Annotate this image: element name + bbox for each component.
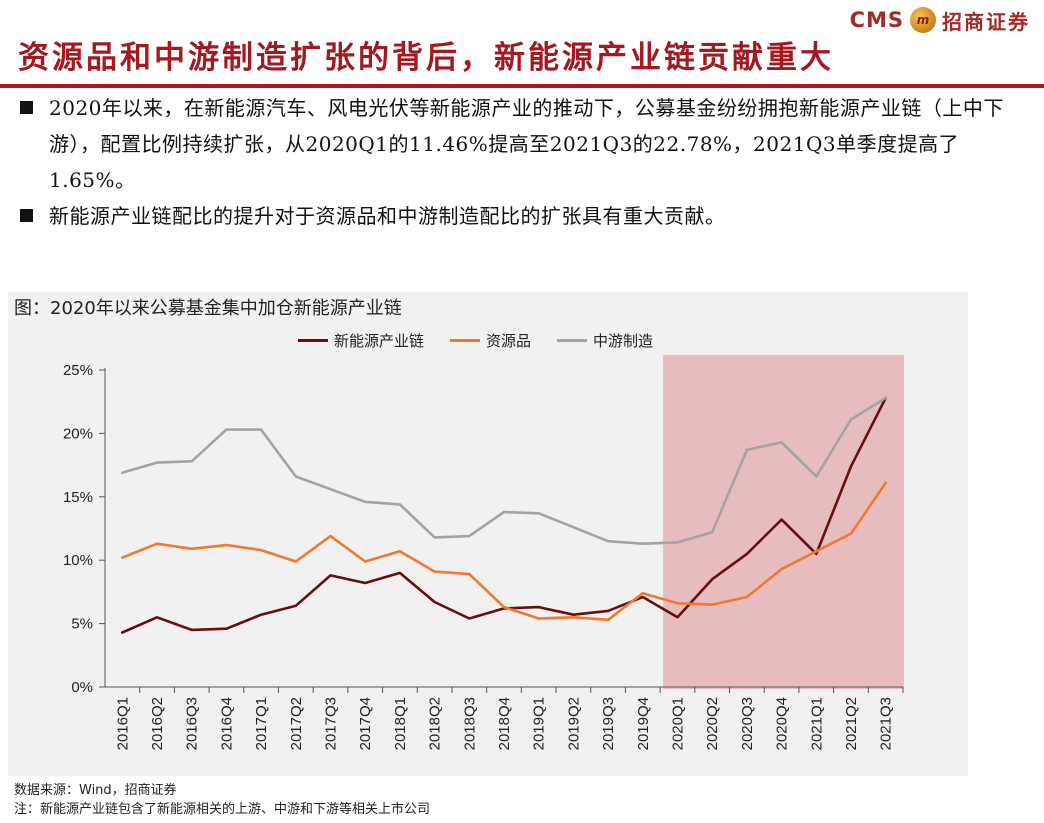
legend-swatch xyxy=(298,339,328,342)
x-tick-label: 2017Q1 xyxy=(253,697,270,750)
x-tick-label: 2021Q2 xyxy=(843,697,860,750)
bullet-square-icon xyxy=(20,101,33,114)
x-tick-label: 2016Q2 xyxy=(149,697,166,750)
chart-title: 图：2020年以来公募基金集中加仓新能源产业链 xyxy=(14,298,402,319)
x-tick-label: 2019Q4 xyxy=(635,697,652,750)
line-chart: 0% 5% 10% 15% 20% 25% 2016Q1 2016Q2 2016Q3 2016Q4… xyxy=(63,355,904,750)
legend-swatch xyxy=(450,339,481,342)
data-source: 数据来源：Wind，招商证券 xyxy=(14,783,177,798)
x-tick-label: 2017Q2 xyxy=(288,697,305,750)
brand-cms-text: CMS xyxy=(849,8,904,32)
x-tick-label: 2021Q1 xyxy=(808,697,825,750)
x-tick-label: 2020Q4 xyxy=(774,697,791,750)
x-tick-label: 2019Q3 xyxy=(600,697,617,750)
legend-swatch xyxy=(557,339,588,342)
x-tick-label: 2016Q1 xyxy=(114,697,131,750)
x-tick-label: 2018Q4 xyxy=(496,697,513,750)
bullet-text: 新能源产业链配比的提升对于资源品和中游制造配比的扩张具有重大贡献。 xyxy=(49,204,726,228)
x-tick-label: 2019Q1 xyxy=(531,697,548,750)
y-tick-label: 0% xyxy=(71,679,93,696)
footnote: 注：新能源产业链包含了新能源相关的上游、中游和下游等相关上市公司 xyxy=(14,802,431,817)
x-tick-label: 2020Q3 xyxy=(739,697,756,750)
bullet-square-icon xyxy=(20,209,33,222)
y-tick-label: 15% xyxy=(63,489,93,506)
chart-legend: 新能源产业链 资源品 中游制造 xyxy=(298,330,653,351)
x-tick-label: 2016Q3 xyxy=(184,697,201,750)
x-tick-label: 2017Q3 xyxy=(323,697,340,750)
legend-label: 资源品 xyxy=(486,332,532,350)
source-notes: 数据来源：Wind，招商证券 注：新能源产业链包含了新能源相关的上游、中游和下游… xyxy=(14,781,430,819)
x-tick-label: 2018Q3 xyxy=(461,697,478,750)
y-tick-label: 20% xyxy=(63,425,93,442)
chart-panel: 图：2020年以来公募基金集中加仓新能源产业链 新能源产业链 资源品 中游制造 … xyxy=(8,292,968,776)
x-tick-label: 2017Q4 xyxy=(357,697,374,750)
legend-label: 新能源产业链 xyxy=(334,332,425,350)
brand-logo: CMS m 招商证券 xyxy=(850,6,1030,34)
x-tick-label: 2018Q1 xyxy=(392,697,409,750)
brand-name: 招商证券 xyxy=(942,9,1030,34)
x-tick-label: 2021Q3 xyxy=(878,697,895,750)
bullet-item: 2020年以来，在新能源汽车、风电光伏等新能源产业的推动下，公募基金纷纷拥抱新能… xyxy=(18,90,1028,198)
bullet-text: 2020年以来，在新能源汽车、风电光伏等新能源产业的推动下，公募基金纷纷拥抱新能… xyxy=(49,96,1004,192)
x-tick-label: 2019Q2 xyxy=(565,697,582,750)
legend-item-midstream: 中游制造 xyxy=(557,330,653,351)
bullet-item: 新能源产业链配比的提升对于资源品和中游制造配比的扩张具有重大贡献。 xyxy=(18,198,1028,234)
bullet-list: 2020年以来，在新能源汽车、风电光伏等新能源产业的推动下，公募基金纷纷拥抱新能… xyxy=(18,90,1028,234)
y-tick-label: 10% xyxy=(63,552,93,569)
brand-emblem-icon: m xyxy=(910,7,936,33)
x-tick-label: 2020Q2 xyxy=(704,697,721,750)
series-line-resources xyxy=(121,481,888,622)
legend-label: 中游制造 xyxy=(593,332,654,350)
x-tick-label: 2018Q2 xyxy=(427,697,444,750)
y-tick-label: 25% xyxy=(63,362,93,379)
title-divider xyxy=(0,84,1044,88)
legend-item-new-energy: 新能源产业链 xyxy=(298,330,424,351)
y-tick-label: 5% xyxy=(71,616,93,633)
legend-item-resources: 资源品 xyxy=(450,330,531,351)
x-tick-label: 2020Q1 xyxy=(669,697,686,750)
series-line-midstream xyxy=(121,396,888,545)
page-title: 资源品和中游制造扩张的背后，新能源产业链贡献重大 xyxy=(18,40,834,76)
x-tick-label: 2016Q4 xyxy=(218,697,235,750)
